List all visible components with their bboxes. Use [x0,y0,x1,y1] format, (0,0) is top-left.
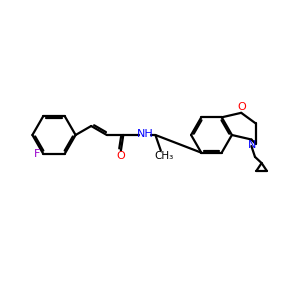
Text: O: O [116,151,125,161]
Text: O: O [238,102,247,112]
Text: CH₃: CH₃ [154,151,173,161]
Text: NH: NH [136,129,153,139]
Text: F: F [33,149,40,159]
Text: N: N [248,140,256,150]
